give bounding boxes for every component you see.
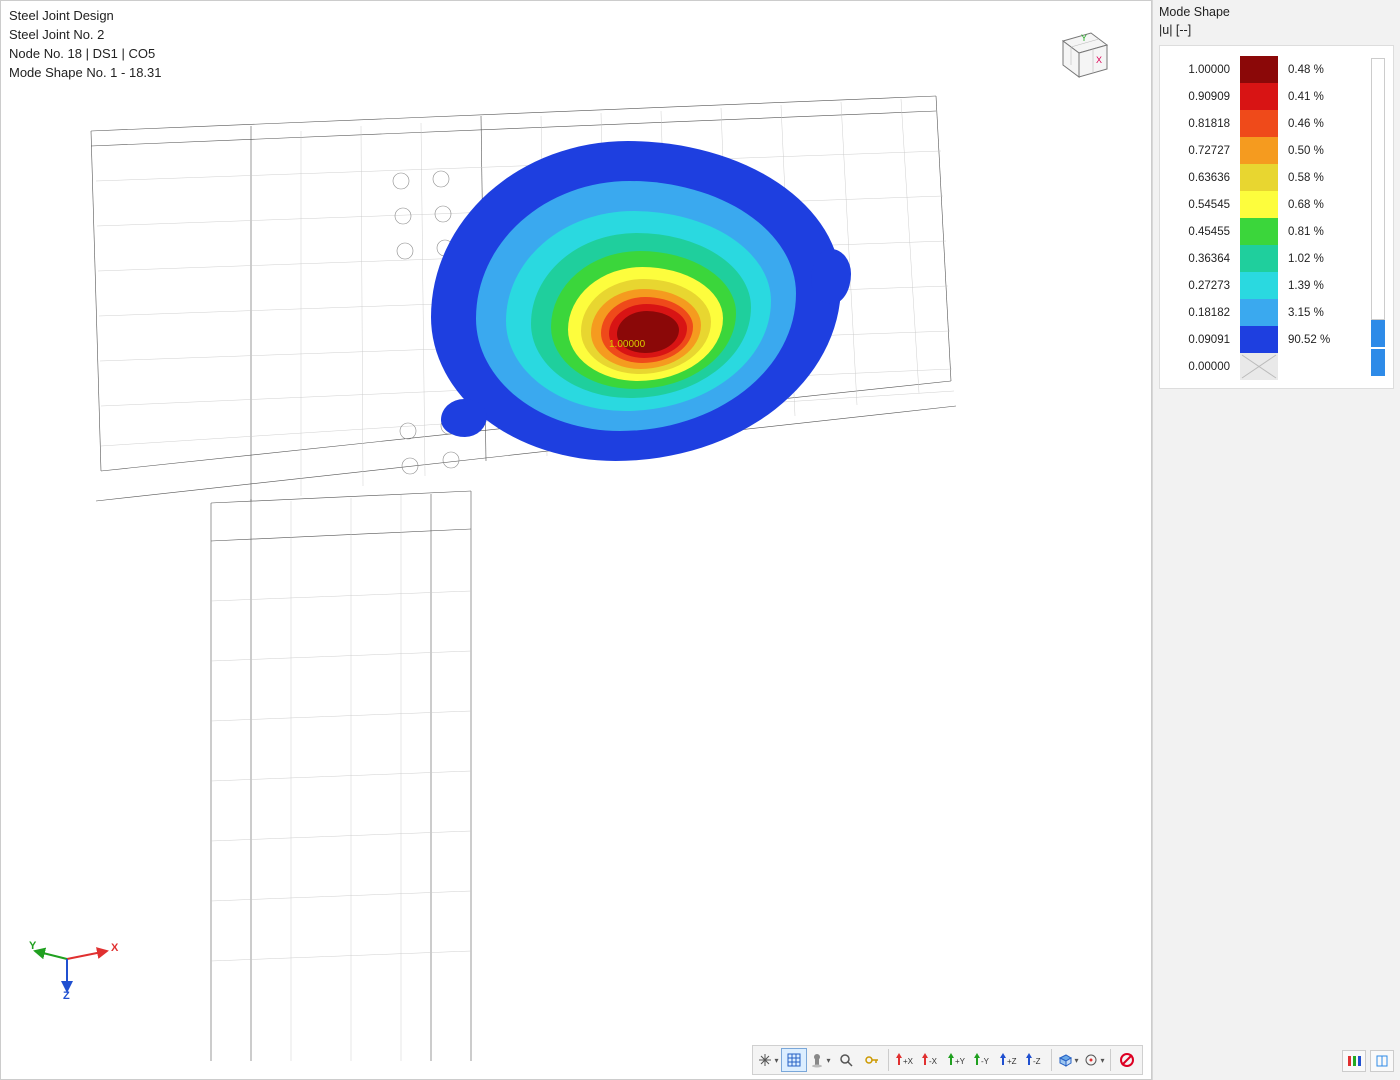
legend-swatch (1240, 164, 1278, 191)
axis-minus-z[interactable]: -Z (1022, 1048, 1048, 1072)
joystick-icon[interactable]: ▾ (807, 1048, 833, 1072)
legend-tick: 0.54545 (1168, 199, 1230, 211)
info-modeshape: Mode Shape No. 1 - 18.31 (9, 64, 162, 83)
legend-swatch (1240, 191, 1278, 218)
viewport-3d[interactable]: 1.00000 Steel Joint Design Steel Joint N… (0, 0, 1152, 1080)
legend-tick: 0.27273 (1168, 280, 1230, 292)
legend-row: 0.272731.39 % (1168, 272, 1385, 299)
svg-text:-Z: -Z (1033, 1057, 1041, 1066)
info-joint: Steel Joint No. 2 (9, 26, 162, 45)
axis-plus-x[interactable]: +X (892, 1048, 918, 1072)
legend-panel: Mode Shape |u| [--] 1.000000.48 %0.90909… (1152, 0, 1400, 1080)
legend-swatch (1240, 110, 1278, 137)
info-node: Node No. 18 | DS1 | CO5 (9, 45, 162, 64)
legend-swatch (1240, 218, 1278, 245)
legend-swatch (1240, 137, 1278, 164)
legend-subtitle: |u| [--] (1159, 22, 1394, 40)
legend-tick: 0.45455 (1168, 226, 1230, 238)
svg-text:-X: -X (929, 1057, 938, 1066)
peak-value-label: 1.00000 (609, 339, 645, 350)
contour-plot (431, 141, 841, 461)
legend-swatch (1240, 299, 1278, 326)
legend-swatch (1240, 83, 1278, 110)
legend-tick: 0.63636 (1168, 172, 1230, 184)
legend-title: Mode Shape (1159, 4, 1394, 22)
legend-swatch (1240, 245, 1278, 272)
probe-icon[interactable]: ▾ (1081, 1048, 1107, 1072)
svg-text:Y: Y (29, 940, 37, 952)
viewcube[interactable]: X Y (1049, 19, 1113, 83)
legend-row: 0.727270.50 % (1168, 137, 1385, 164)
legend-swatch (1240, 272, 1278, 299)
legend-scale-button[interactable] (1342, 1050, 1366, 1072)
view-preset-icon[interactable]: ▾ (1055, 1048, 1081, 1072)
legend-settings-button[interactable] (1370, 1050, 1394, 1072)
legend-row: 0.909090.41 % (1168, 83, 1385, 110)
legend-row: 0.00000 (1168, 353, 1385, 380)
legend-row: 0.818180.46 % (1168, 110, 1385, 137)
svg-text:X: X (1096, 55, 1102, 65)
annotate-icon[interactable] (1114, 1048, 1140, 1072)
magnify-icon[interactable] (833, 1048, 859, 1072)
axis-plus-z[interactable]: +Z (996, 1048, 1022, 1072)
legend-row: 0.454550.81 % (1168, 218, 1385, 245)
legend-tick: 0.18182 (1168, 307, 1230, 319)
svg-text:+Z: +Z (1007, 1057, 1017, 1066)
axis-minus-x[interactable]: -X (918, 1048, 944, 1072)
color-legend: 1.000000.48 %0.909090.41 %0.818180.46 %0… (1159, 45, 1394, 389)
legend-row: 0.0909190.52 % (1168, 326, 1385, 353)
svg-text:X: X (111, 942, 119, 954)
pan-tool[interactable]: ▾ (755, 1048, 781, 1072)
svg-text:+Y: +Y (955, 1057, 966, 1066)
model-info: Steel Joint Design Steel Joint No. 2 Nod… (9, 7, 162, 82)
svg-text:+X: +X (903, 1057, 914, 1066)
svg-text:Y: Y (1081, 33, 1087, 43)
legend-tick: 0.90909 (1168, 91, 1230, 103)
legend-row: 0.181823.15 % (1168, 299, 1385, 326)
legend-tick: 0.00000 (1168, 361, 1230, 373)
axis-minus-y[interactable]: -Y (970, 1048, 996, 1072)
legend-row: 0.363641.02 % (1168, 245, 1385, 272)
legend-range-bar[interactable] (1371, 58, 1385, 376)
legend-swatch (1240, 326, 1278, 353)
axis-plus-y[interactable]: +Y (944, 1048, 970, 1072)
key-icon[interactable] (859, 1048, 885, 1072)
legend-tick: 0.72727 (1168, 145, 1230, 157)
svg-text:-Y: -Y (981, 1057, 990, 1066)
axis-triad: X Y Z (29, 929, 119, 999)
viewport-toolbar: ▾▾+X-X+Y-Y+Z-Z▾▾ (752, 1045, 1143, 1075)
grid-view-icon[interactable] (781, 1048, 807, 1072)
legend-tick: 0.36364 (1168, 253, 1230, 265)
legend-row: 0.545450.68 % (1168, 191, 1385, 218)
legend-swatch (1240, 353, 1278, 380)
legend-tick: 1.00000 (1168, 64, 1230, 76)
legend-row: 0.636360.58 % (1168, 164, 1385, 191)
legend-row: 1.000000.48 % (1168, 56, 1385, 83)
svg-text:Z: Z (63, 990, 70, 999)
legend-swatch (1240, 56, 1278, 83)
legend-tick: 0.81818 (1168, 118, 1230, 130)
info-title: Steel Joint Design (9, 7, 162, 26)
legend-tick: 0.09091 (1168, 334, 1230, 346)
